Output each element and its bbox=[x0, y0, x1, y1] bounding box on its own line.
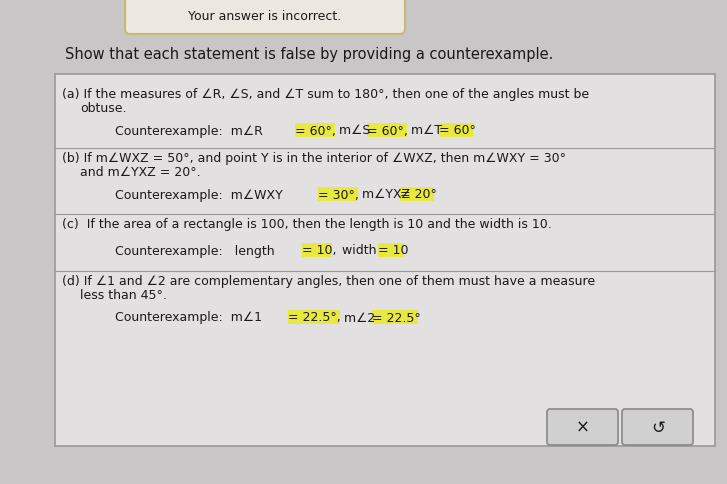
FancyBboxPatch shape bbox=[378, 243, 404, 257]
Text: = 10,: = 10, bbox=[302, 244, 337, 257]
Text: and m∠YXZ = 20°.: and m∠YXZ = 20°. bbox=[80, 166, 201, 179]
Text: Counterexample:  m∠WXY: Counterexample: m∠WXY bbox=[115, 188, 286, 201]
Text: less than 45°.: less than 45°. bbox=[80, 288, 167, 302]
FancyBboxPatch shape bbox=[295, 124, 335, 138]
Text: Counterexample:  m∠1: Counterexample: m∠1 bbox=[115, 311, 266, 324]
Text: = 60°,: = 60°, bbox=[295, 124, 336, 137]
FancyBboxPatch shape bbox=[547, 409, 618, 445]
Text: = 10: = 10 bbox=[378, 244, 409, 257]
Text: width: width bbox=[334, 244, 385, 257]
Text: m∠S: m∠S bbox=[335, 124, 374, 137]
Text: = 60°: = 60° bbox=[439, 124, 476, 137]
FancyBboxPatch shape bbox=[318, 188, 358, 201]
FancyBboxPatch shape bbox=[367, 124, 407, 138]
FancyBboxPatch shape bbox=[55, 75, 715, 446]
Text: = 30°,: = 30°, bbox=[318, 188, 359, 201]
FancyBboxPatch shape bbox=[372, 310, 418, 324]
Text: Show that each statement is false by providing a counterexample.: Show that each statement is false by pro… bbox=[65, 47, 553, 62]
Text: (a) If the measures of ∠R, ∠S, and ∠T sum to 180°, then one of the angles must b: (a) If the measures of ∠R, ∠S, and ∠T su… bbox=[62, 88, 589, 101]
Text: Your answer is incorrect.: Your answer is incorrect. bbox=[188, 11, 342, 23]
Text: obtuse.: obtuse. bbox=[80, 102, 126, 115]
Text: m∠YXZ: m∠YXZ bbox=[358, 188, 414, 201]
Text: = 22.5°,: = 22.5°, bbox=[288, 311, 341, 324]
Text: m∠2: m∠2 bbox=[340, 311, 379, 324]
FancyBboxPatch shape bbox=[400, 188, 434, 201]
Text: (b) If m∠WXZ = 50°, and point Y is in the interior of ∠WXZ, then m∠WXY = 30°: (b) If m∠WXZ = 50°, and point Y is in th… bbox=[62, 151, 566, 165]
Text: Counterexample:   length: Counterexample: length bbox=[115, 244, 278, 257]
Text: Counterexample:  m∠R: Counterexample: m∠R bbox=[115, 124, 267, 137]
FancyBboxPatch shape bbox=[288, 310, 340, 324]
FancyBboxPatch shape bbox=[439, 124, 473, 138]
Text: ×: × bbox=[576, 418, 590, 436]
Text: (c)  If the area of a rectangle is 100, then the length is 10 and the width is 1: (c) If the area of a rectangle is 100, t… bbox=[62, 217, 552, 230]
Text: m∠T: m∠T bbox=[407, 124, 446, 137]
FancyBboxPatch shape bbox=[302, 243, 332, 257]
FancyBboxPatch shape bbox=[125, 0, 405, 35]
FancyBboxPatch shape bbox=[622, 409, 693, 445]
Text: = 60°,: = 60°, bbox=[367, 124, 408, 137]
Text: ↺: ↺ bbox=[651, 418, 665, 436]
Text: = 20°: = 20° bbox=[400, 188, 437, 201]
Text: = 22.5°: = 22.5° bbox=[372, 311, 421, 324]
Text: (d) If ∠1 and ∠2 are complementary angles, then one of them must have a measure: (d) If ∠1 and ∠2 are complementary angle… bbox=[62, 274, 595, 287]
